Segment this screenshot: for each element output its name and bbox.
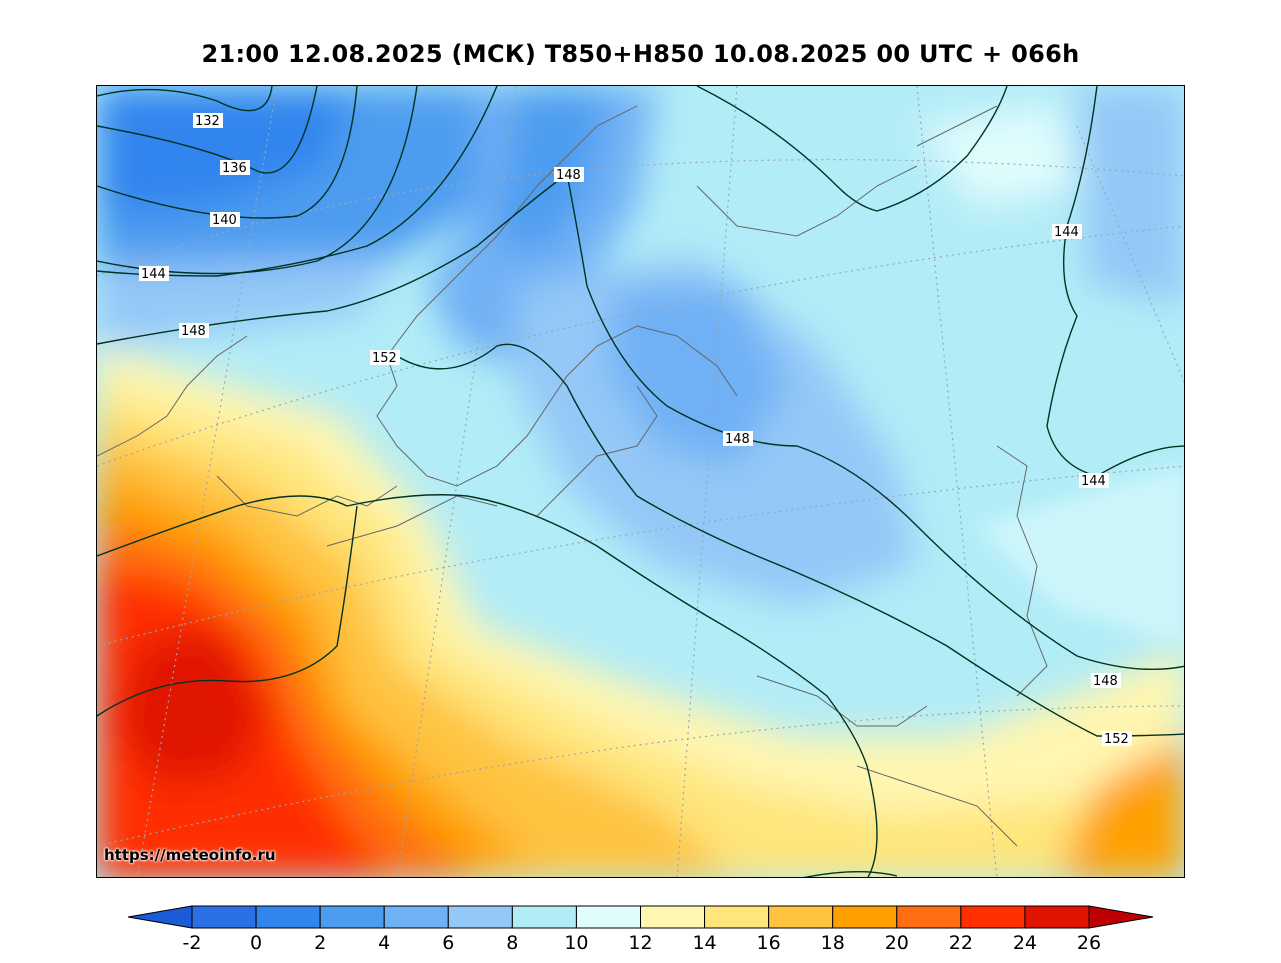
- colorbar-tick-label: 22: [949, 932, 973, 954]
- contour-label-148: 148: [179, 323, 209, 339]
- contour-label-148: 148: [554, 167, 584, 183]
- colorbar-tick-label: 24: [1013, 932, 1037, 954]
- colorbar-tick-label: 4: [378, 932, 390, 954]
- contour-label-136: 136: [220, 160, 250, 176]
- colorbar-segments: [127, 905, 1154, 929]
- svg-text:144: 144: [1054, 225, 1079, 240]
- colorbar-tick-label: 16: [757, 932, 781, 954]
- svg-text:152: 152: [1104, 732, 1129, 747]
- svg-text:136: 136: [222, 161, 247, 176]
- colorbar-tick-label: 0: [250, 932, 262, 954]
- colorbar: -2 0 2 4 6 8 10 12 14 16 18 20 22 24 26: [127, 905, 1154, 954]
- height-contours: [97, 86, 1184, 877]
- colorbar-segment: [383, 905, 449, 929]
- colorbar-tick-label: 18: [821, 932, 845, 954]
- svg-text:152: 152: [372, 351, 397, 366]
- colorbar-segment: [191, 905, 257, 929]
- contour-label-144: 144: [139, 266, 169, 282]
- temperature-field: [97, 86, 1184, 877]
- contour-label-132: 132: [193, 113, 223, 129]
- svg-text:148: 148: [1093, 674, 1118, 689]
- colorbar-tick-label: 14: [692, 932, 716, 954]
- colorbar-segment: [1024, 905, 1090, 929]
- svg-text:140: 140: [212, 213, 237, 228]
- colorbar-segment: [447, 905, 513, 929]
- contour-label-152: 152: [1102, 731, 1132, 747]
- contour-labels: 132 136 140 144 148 152 148 148 144 144 …: [139, 113, 1132, 747]
- contour-label-148: 148: [723, 431, 753, 447]
- colorbar-segment: [896, 905, 962, 929]
- colorbar-segment: [832, 905, 898, 929]
- colorbar-segment: [575, 905, 642, 929]
- contour-label-152: 152: [370, 350, 400, 366]
- weather-map: 132 136 140 144 148 152 148 148 144 144 …: [96, 85, 1185, 878]
- colorbar-segment: [319, 905, 385, 929]
- svg-text:144: 144: [1081, 474, 1106, 489]
- colorbar-segment: [768, 905, 834, 929]
- colorbar-over-arrow: [1088, 905, 1154, 929]
- contour-label-144: 144: [1079, 473, 1109, 489]
- svg-text:148: 148: [181, 324, 206, 339]
- colorbar-tick-label: 20: [885, 932, 909, 954]
- colorbar-segment: [704, 905, 770, 929]
- svg-text:144: 144: [141, 267, 166, 282]
- colorbar-segment: [640, 905, 706, 929]
- svg-text:132: 132: [195, 114, 220, 129]
- colorbar-segment: [255, 905, 321, 929]
- source-url: https://meteoinfo.ru: [104, 846, 276, 864]
- contour-label-140: 140: [210, 212, 240, 228]
- colorbar-under-arrow: [127, 905, 193, 929]
- colorbar-segment: [960, 905, 1026, 929]
- map-canvas: 132 136 140 144 148 152 148 148 144 144 …: [97, 86, 1184, 877]
- contour-label-144: 144: [1052, 224, 1082, 240]
- colorbar-tick-label: 6: [442, 932, 454, 954]
- colorbar-tick-label: 12: [628, 932, 652, 954]
- colorbar-tick-label: 8: [506, 932, 518, 954]
- svg-text:148: 148: [725, 432, 750, 447]
- svg-text:148: 148: [556, 168, 581, 183]
- map-title: 21:00 12.08.2025 (МСК) T850+H850 10.08.2…: [201, 40, 1080, 68]
- graticule: [97, 86, 1184, 877]
- colorbar-tick-label: -2: [183, 932, 202, 954]
- contour-label-148: 148: [1091, 673, 1121, 689]
- colorbar-segment: [511, 905, 577, 929]
- colorbar-tick-label: 26: [1077, 932, 1101, 954]
- colorbar-ticks: -2 0 2 4 6 8 10 12 14 16 18 20 22 24 26: [183, 932, 1102, 954]
- coastlines: [97, 105, 1048, 847]
- colorbar-tick-label: 2: [314, 932, 326, 954]
- colorbar-tick-label: 10: [564, 932, 588, 954]
